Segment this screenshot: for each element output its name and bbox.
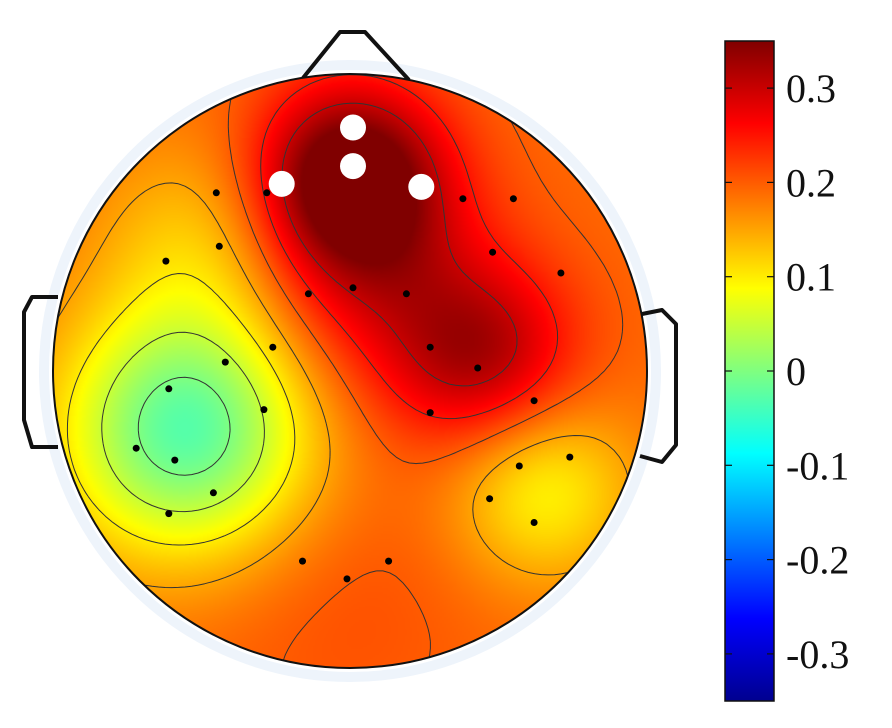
contour-line xyxy=(260,74,559,420)
electrode-dot xyxy=(426,343,434,351)
electrode-dot xyxy=(165,385,173,393)
electrode-dot xyxy=(260,406,268,414)
contour-lines xyxy=(53,74,631,668)
electrode-dot xyxy=(171,456,179,464)
electrode-dot xyxy=(215,242,223,250)
electrode-dot xyxy=(209,489,217,497)
electrode-dot xyxy=(212,189,220,197)
contour-line xyxy=(101,331,265,513)
electrode-dot xyxy=(566,453,574,461)
colorbar-gradient xyxy=(724,40,775,702)
electrode-dot xyxy=(474,364,482,372)
electrode-dot xyxy=(299,557,306,565)
electrode-dot xyxy=(343,575,351,583)
head-halo xyxy=(39,60,661,682)
highlighted-electrode xyxy=(340,153,366,180)
highlighted-electrode xyxy=(268,170,295,197)
electrode-dot xyxy=(557,269,565,277)
colorbar-tick-label: -0.3 xyxy=(786,632,849,677)
colorbar-tick-label: 0.1 xyxy=(786,255,836,300)
electrode-dot xyxy=(426,409,434,417)
electrode-dot xyxy=(486,495,494,503)
highlighted-electrode xyxy=(340,114,366,141)
electrode-dot xyxy=(530,397,538,405)
highlighted-electrode xyxy=(408,173,435,200)
contour-line xyxy=(137,376,231,476)
colorbar-tick-label: 0.3 xyxy=(786,66,836,111)
electrode-dot xyxy=(530,519,538,526)
electrodes-layer xyxy=(132,189,574,583)
contour-line xyxy=(281,102,518,387)
colorbar-tick-label: 0.2 xyxy=(786,160,836,205)
left-ear-outline xyxy=(22,295,58,449)
electrode-dot xyxy=(221,358,229,366)
colorbar-tick-label: -0.1 xyxy=(786,443,849,488)
electrode-dot xyxy=(132,444,140,452)
colorbar-ticks: 0.3 0.2 0.1 0 -0.1 -0.2 -0.3 xyxy=(725,66,849,677)
head-outline xyxy=(52,73,648,669)
contour-line xyxy=(66,273,296,546)
electrode-dot xyxy=(269,343,277,351)
highlighted-electrodes-layer xyxy=(268,114,435,200)
colorbar-tick-label: -0.2 xyxy=(786,538,849,583)
electrode-dot xyxy=(165,510,173,518)
electrode-dot xyxy=(162,257,170,265)
electrode-dot xyxy=(509,195,517,203)
electrode-dot xyxy=(263,189,271,197)
nose-outline xyxy=(301,30,411,82)
electrode-dot xyxy=(489,248,497,256)
electrode-dot xyxy=(385,557,393,565)
electrode-dot xyxy=(402,290,410,298)
colorbar: 0.3 0.2 0.1 0 -0.1 -0.2 -0.3 xyxy=(724,40,849,702)
colorbar-tick-label: 0 xyxy=(786,349,806,394)
electrode-dot xyxy=(515,462,523,470)
electrode-dot xyxy=(459,195,467,203)
electrode-dot xyxy=(304,290,312,298)
electrode-dot xyxy=(349,284,357,292)
right-ear-outline xyxy=(639,308,678,464)
